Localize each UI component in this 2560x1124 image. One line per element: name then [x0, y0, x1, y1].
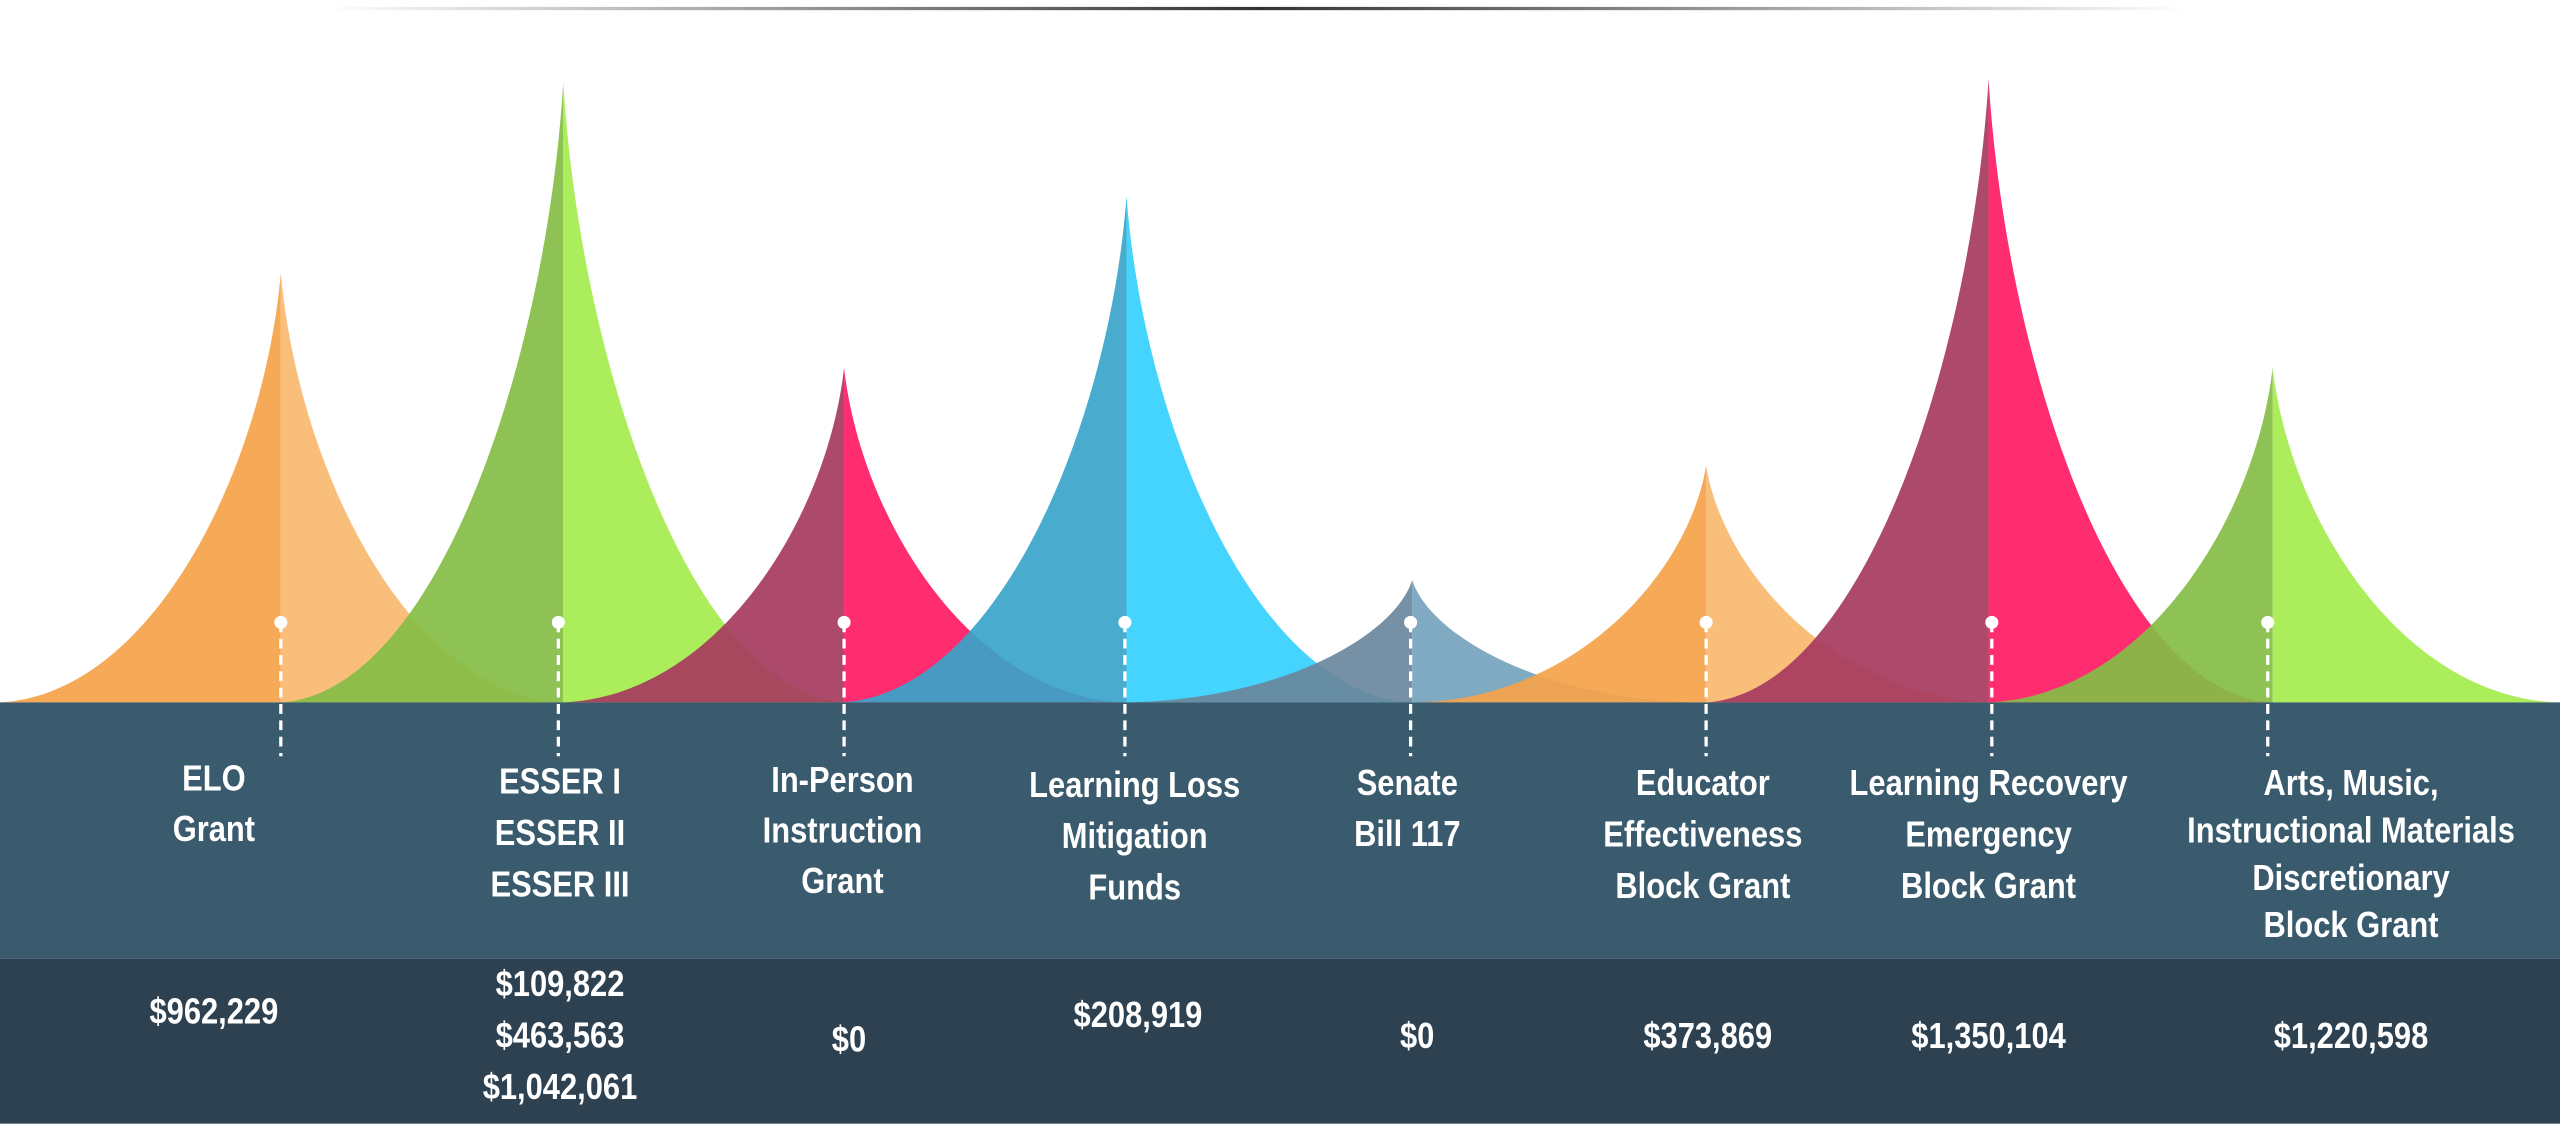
item-label: Bill 117	[1354, 815, 1460, 855]
item-amount: $373,869	[1643, 1017, 1772, 1057]
pin-dot	[1404, 616, 1417, 629]
pin-dot	[1700, 616, 1713, 629]
item-amount: $208,919	[1074, 996, 1203, 1036]
item-amount: $463,563	[496, 1016, 625, 1056]
item-label: ELO	[182, 759, 245, 799]
item-label: In-Person	[771, 761, 913, 801]
pin-dot	[552, 616, 565, 629]
item-amount: $962,229	[149, 993, 278, 1033]
page: ELO Grant $962,229 ESSER I ESSER II ESSER III…	[0, 0, 2560, 1124]
item-amount: $109,822	[496, 965, 625, 1005]
peaks	[0, 79, 2557, 703]
item-label: Discretionary	[2252, 859, 2450, 899]
pin-dot	[838, 616, 851, 629]
item-label: Grant	[173, 810, 255, 850]
item-label: Instruction	[763, 811, 923, 851]
item-label: Emergency	[1905, 815, 2072, 855]
infographic: ELO Grant $962,229 ESSER I ESSER II ESSER III…	[0, 0, 2560, 1124]
item-label: Arts, Music,	[2264, 764, 2439, 804]
item-amount: $0	[1400, 1017, 1434, 1057]
peak-right	[2273, 368, 2557, 703]
item-label: ESSER II	[495, 814, 625, 854]
item-label: Learning Loss	[1029, 766, 1240, 806]
peak-left	[0, 273, 281, 702]
item-amount: $1,220,598	[2274, 1017, 2429, 1057]
pin-dot	[2261, 616, 2274, 629]
item-label: Instructional Materials	[2187, 811, 2515, 851]
pin-dot	[1118, 616, 1131, 629]
item-label: Senate	[1357, 764, 1458, 804]
item-label: Block Grant	[1615, 867, 1790, 907]
item-label: Effectiveness	[1603, 815, 1802, 855]
item-label: ESSER I	[499, 762, 621, 802]
item-amount: $1,042,061	[483, 1068, 638, 1108]
item-label: Grant	[801, 862, 883, 902]
item-label: Block Grant	[1901, 867, 2076, 907]
top-rule	[327, 7, 2188, 10]
item-label: Educator	[1636, 764, 1770, 804]
item-amount: $1,350,104	[1911, 1017, 2066, 1057]
pin-dot	[274, 616, 287, 629]
item-label: Funds	[1088, 869, 1181, 909]
amount-band	[0, 959, 2560, 1124]
item-label: Learning Recovery	[1850, 764, 2128, 804]
item-label: Mitigation	[1062, 817, 1208, 857]
pin-dot	[1985, 616, 1998, 629]
item-label: ESSER III	[491, 865, 630, 905]
item-label: Block Grant	[2264, 906, 2439, 946]
label-band	[0, 702, 2560, 958]
item-amount: $0	[832, 1020, 866, 1060]
peak-right	[1127, 196, 1411, 702]
